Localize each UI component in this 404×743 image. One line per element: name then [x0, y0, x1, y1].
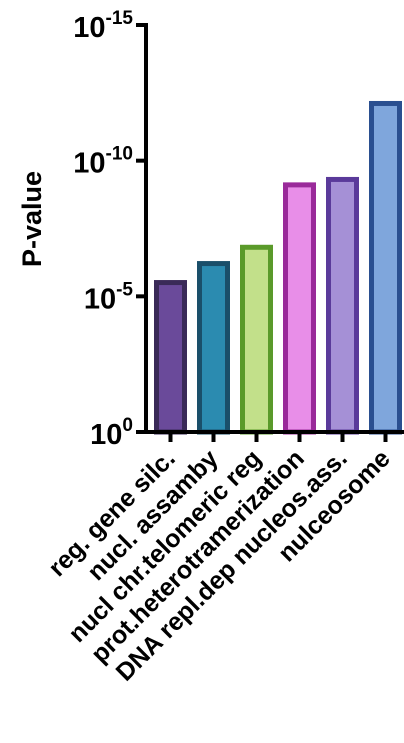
- y-tick-base-2: 10: [73, 148, 105, 180]
- y-tick-label-1: 10-5: [84, 279, 134, 315]
- y-tick-base-0: 10: [90, 419, 122, 451]
- bar-4: [326, 176, 359, 435]
- y-tick-label-3: 10-15: [73, 8, 133, 44]
- y-tick-exp-2: -10: [106, 144, 133, 165]
- bar-0: [154, 280, 187, 435]
- y-tick-base-3: 10: [73, 12, 105, 44]
- y-tick-label-2: 10-10: [73, 144, 133, 180]
- bars: [154, 100, 402, 435]
- bar-5: [369, 100, 402, 435]
- y-tick-label-0: 100: [90, 415, 133, 451]
- bar-3: [283, 182, 316, 435]
- y-tick-exp-3: -15: [106, 8, 134, 29]
- y-tick-base-1: 10: [84, 283, 116, 315]
- bar-2: [240, 244, 273, 435]
- bar-1: [197, 261, 230, 435]
- y-tick-exp-1: -5: [116, 279, 133, 300]
- y-axis-title: P-value: [17, 171, 47, 267]
- y-tick-exp-0: 0: [122, 415, 133, 436]
